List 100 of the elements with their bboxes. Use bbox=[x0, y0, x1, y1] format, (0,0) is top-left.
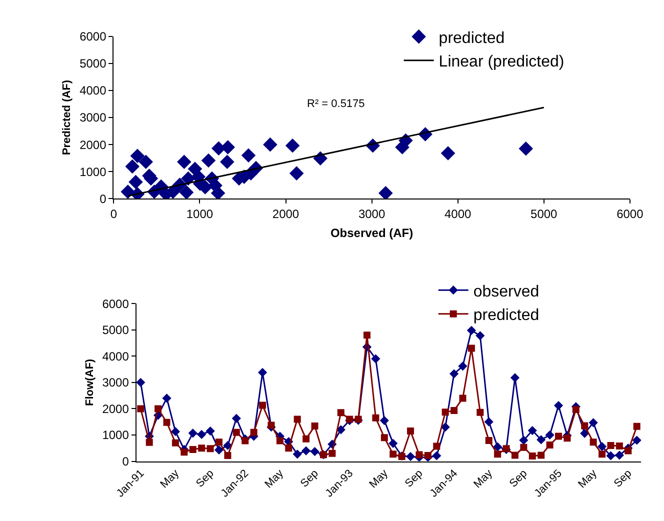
point bbox=[215, 438, 222, 446]
point bbox=[206, 426, 215, 436]
point bbox=[484, 417, 494, 426]
point bbox=[328, 450, 336, 457]
point bbox=[485, 437, 492, 444]
point bbox=[432, 451, 442, 460]
point bbox=[214, 445, 224, 455]
x-tick-label: 4000 bbox=[444, 207, 472, 222]
point bbox=[466, 326, 476, 335]
y-tick-label: 1000 bbox=[80, 164, 107, 179]
annotation: R² = 0.5175 bbox=[307, 98, 365, 110]
x-tick-label: 1000 bbox=[186, 207, 214, 222]
point bbox=[511, 452, 518, 459]
point bbox=[346, 416, 354, 423]
point bbox=[555, 432, 562, 440]
x-tick-label: May bbox=[262, 467, 286, 491]
point bbox=[197, 430, 206, 440]
legend-label: observed bbox=[473, 283, 540, 300]
point bbox=[224, 452, 232, 459]
y-tick-label: 2000 bbox=[102, 402, 130, 416]
point bbox=[125, 159, 140, 174]
point bbox=[597, 442, 607, 452]
point bbox=[263, 137, 278, 152]
point bbox=[407, 428, 414, 435]
point bbox=[172, 439, 179, 446]
point bbox=[276, 437, 284, 444]
x-tick-label: May bbox=[367, 467, 391, 491]
point bbox=[136, 378, 146, 387]
point bbox=[614, 450, 624, 460]
point bbox=[510, 373, 520, 382]
point bbox=[162, 394, 172, 403]
y-tick-label: 3000 bbox=[102, 376, 130, 390]
point bbox=[223, 440, 232, 450]
legend-label: Linear (predicted) bbox=[438, 54, 564, 71]
point bbox=[241, 148, 256, 163]
point bbox=[301, 446, 311, 456]
point bbox=[268, 422, 275, 429]
point bbox=[528, 452, 536, 460]
x-tick-label: May bbox=[472, 467, 496, 491]
point bbox=[433, 442, 440, 450]
point bbox=[520, 444, 528, 451]
point bbox=[493, 442, 502, 452]
point bbox=[572, 406, 580, 414]
point bbox=[590, 438, 597, 446]
point bbox=[201, 153, 216, 168]
point bbox=[220, 140, 236, 154]
x-tick-label: 6000 bbox=[616, 207, 644, 222]
point bbox=[459, 394, 466, 402]
point bbox=[554, 401, 564, 410]
x-tick-label: Sep bbox=[507, 467, 530, 490]
point bbox=[180, 448, 188, 456]
point bbox=[189, 446, 196, 453]
point bbox=[179, 185, 194, 199]
x-tick-label: Sep bbox=[402, 467, 426, 490]
point bbox=[632, 436, 642, 445]
point bbox=[406, 452, 416, 462]
point bbox=[606, 451, 616, 460]
point bbox=[220, 154, 234, 170]
point bbox=[146, 438, 153, 446]
point bbox=[468, 344, 475, 352]
point bbox=[528, 426, 537, 436]
x-axis-title: Observed (AF) bbox=[330, 226, 414, 240]
y-axis-title: Predicted (AF) bbox=[61, 80, 74, 156]
y-tick-label: 6000 bbox=[80, 30, 107, 44]
point bbox=[494, 450, 502, 458]
point bbox=[519, 436, 528, 445]
point bbox=[363, 332, 370, 339]
point bbox=[154, 405, 162, 412]
point bbox=[163, 418, 170, 426]
point bbox=[518, 141, 534, 156]
point bbox=[310, 446, 320, 456]
point bbox=[188, 428, 198, 438]
point bbox=[302, 435, 310, 442]
point bbox=[337, 409, 344, 416]
point bbox=[311, 422, 318, 430]
legend-label: predicted bbox=[438, 30, 505, 47]
point bbox=[546, 441, 554, 448]
x-tick-label: May bbox=[158, 467, 182, 491]
point bbox=[598, 450, 606, 458]
y-tick-label: 5000 bbox=[102, 323, 130, 338]
point bbox=[258, 368, 268, 377]
point bbox=[476, 408, 484, 416]
x-tick-label: 2000 bbox=[272, 207, 300, 222]
point bbox=[624, 447, 632, 454]
y-tick-label: 0 bbox=[100, 192, 107, 206]
point bbox=[580, 428, 590, 438]
point bbox=[371, 354, 380, 364]
point bbox=[538, 452, 545, 459]
x-tick-label: Sep bbox=[612, 467, 634, 490]
point bbox=[442, 408, 449, 416]
point bbox=[616, 442, 623, 450]
point bbox=[242, 437, 249, 444]
y-tick-label: 2000 bbox=[80, 138, 107, 152]
point bbox=[138, 154, 154, 170]
point bbox=[137, 405, 144, 412]
point bbox=[564, 434, 571, 442]
point bbox=[206, 445, 214, 452]
point bbox=[128, 174, 143, 190]
point bbox=[380, 434, 388, 442]
point bbox=[458, 362, 468, 371]
